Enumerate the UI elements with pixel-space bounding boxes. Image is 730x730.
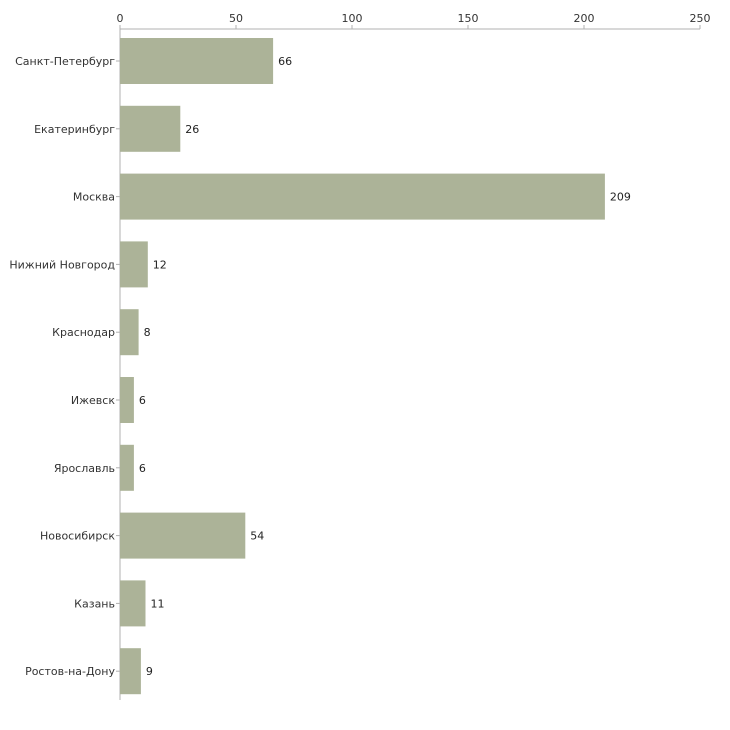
bars bbox=[120, 38, 605, 695]
x-tick-label: 50 bbox=[229, 12, 243, 25]
x-tick-label: 250 bbox=[690, 12, 711, 25]
data-label: 6 bbox=[139, 394, 146, 407]
category-label: Санкт-Петербург bbox=[15, 55, 115, 68]
x-axis: 0 50 100 150 200 250 bbox=[116, 12, 711, 700]
category-label: Нижний Новгород bbox=[9, 258, 115, 271]
data-label: 6 bbox=[139, 462, 146, 475]
data-label: 54 bbox=[250, 530, 264, 543]
category-label: Москва bbox=[73, 191, 115, 204]
category-label: Ярославль bbox=[54, 462, 115, 475]
data-label: 66 bbox=[278, 55, 292, 68]
bar bbox=[120, 580, 146, 627]
x-tick-label: 100 bbox=[342, 12, 363, 25]
data-label: 26 bbox=[185, 123, 199, 136]
category-label: Ростов-на-Дону bbox=[25, 665, 115, 678]
x-tick-label: 0 bbox=[117, 12, 124, 25]
category-label: Новосибирск bbox=[40, 530, 115, 543]
category-label: Казань bbox=[74, 597, 115, 610]
data-label: 8 bbox=[144, 326, 151, 339]
data-label: 9 bbox=[146, 665, 153, 678]
data-label: 11 bbox=[151, 597, 165, 610]
category-label: Екатеринбург bbox=[34, 123, 115, 136]
x-tick-label: 200 bbox=[574, 12, 595, 25]
category-label: Краснодар bbox=[52, 326, 115, 339]
x-tick-label: 150 bbox=[458, 12, 479, 25]
bar bbox=[120, 377, 134, 423]
data-label: 12 bbox=[153, 258, 167, 271]
bar bbox=[120, 309, 139, 356]
bar bbox=[120, 38, 274, 84]
category-label: Ижевск bbox=[71, 394, 115, 407]
bar bbox=[120, 105, 181, 152]
bar bbox=[120, 241, 148, 288]
bar bbox=[120, 173, 605, 220]
bar bbox=[120, 648, 141, 695]
data-label: 209 bbox=[610, 191, 631, 204]
bar bbox=[120, 444, 134, 491]
bar bbox=[120, 512, 246, 559]
